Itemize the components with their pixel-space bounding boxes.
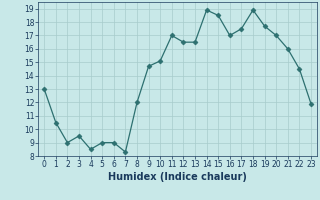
X-axis label: Humidex (Indice chaleur): Humidex (Indice chaleur) xyxy=(108,172,247,182)
